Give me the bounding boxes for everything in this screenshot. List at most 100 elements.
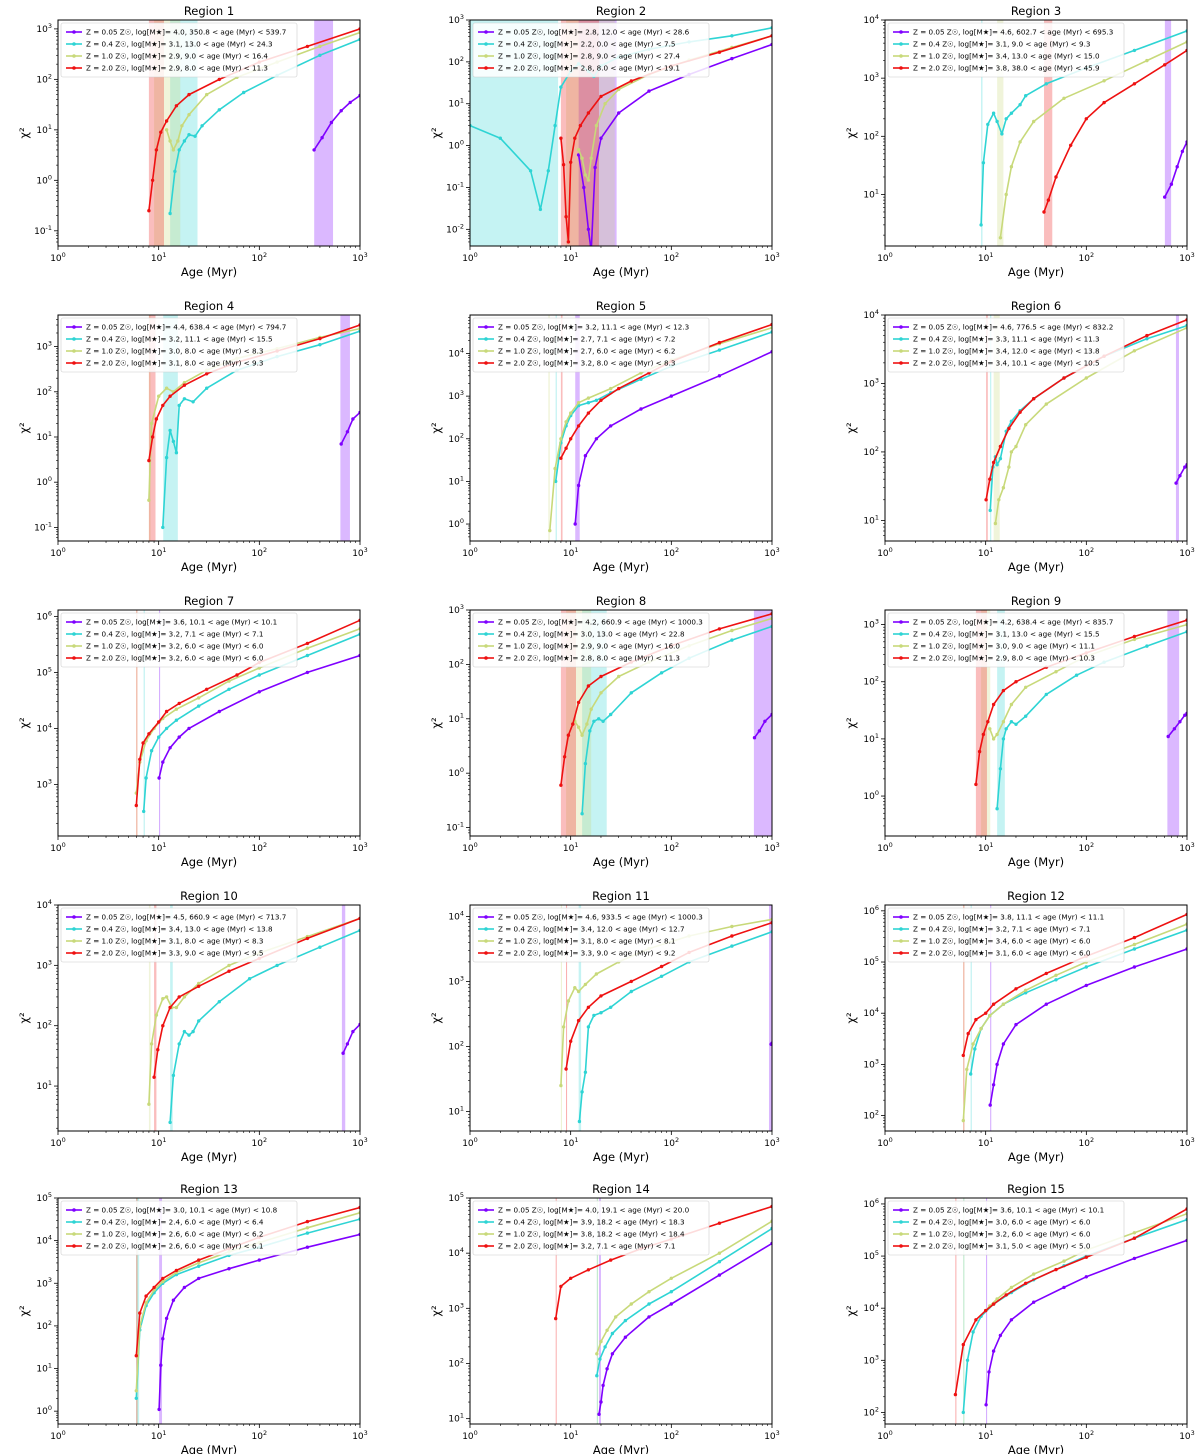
data-point <box>609 386 613 391</box>
data-point <box>1009 720 1014 724</box>
y-tick-label-base: 10 <box>448 1042 460 1052</box>
x-axis-label: Age (Myr) <box>1008 1443 1064 1454</box>
data-point <box>1009 702 1014 707</box>
data-point <box>594 123 599 128</box>
data-point <box>164 1316 169 1321</box>
legend-marker <box>484 42 488 46</box>
legend-marker <box>899 54 903 58</box>
data-point <box>588 729 592 733</box>
y-tick-label-base: 10 <box>863 16 875 26</box>
data-point <box>610 1331 615 1336</box>
y-tick-label-base: 10 <box>36 1322 48 1332</box>
legend-marker <box>484 620 488 624</box>
y-tick-label-exp: 2 <box>875 1405 879 1413</box>
y-axis-label: χ² <box>17 127 31 138</box>
data-point <box>1132 1236 1137 1240</box>
y-axis-label: χ² <box>429 1012 443 1023</box>
data-point <box>966 1031 970 1036</box>
legend-box <box>887 612 1125 668</box>
y-tick-label: 103 <box>36 340 52 353</box>
legend: Z = 0.05 Z☉, log[M★]= 2.8, 12.0 < age (M… <box>472 22 710 78</box>
legend-entry: Z = 1.0 Z☉, log[M★]= 2.8, 9.0 < age (Myr… <box>498 52 680 61</box>
legend-marker <box>484 915 488 919</box>
band-z0_4 <box>143 610 145 836</box>
y-tick-label-exp: 3 <box>48 958 52 966</box>
data-point <box>973 1047 977 1051</box>
y-tick-label-exp: 3 <box>460 13 464 21</box>
y-tick-label-exp: 3 <box>48 1276 52 1284</box>
y-tick-label: 102 <box>448 1039 464 1052</box>
legend-marker <box>72 1232 76 1236</box>
data-point <box>157 1407 161 1412</box>
legend-entry: Z = 2.0 Z☉, log[M★]= 3.3, 9.0 < age (Myr… <box>86 949 263 958</box>
legend-entry: Z = 1.0 Z☉, log[M★]= 3.0, 9.0 < age (Myr… <box>913 642 1095 651</box>
x-tick-label-base: 10 <box>978 254 990 264</box>
panel-title: Region 7 <box>184 594 234 608</box>
data-point <box>617 111 621 115</box>
data-point <box>995 1297 999 1301</box>
y-tick-label-base: 10 <box>448 977 460 987</box>
legend-entry: Z = 0.05 Z☉, log[M★]= 4.6, 933.5 < age (… <box>498 913 703 922</box>
x-tick-label-base: 10 <box>1079 254 1091 264</box>
data-point <box>995 807 999 811</box>
data-point <box>763 719 767 723</box>
data-point <box>647 1290 651 1294</box>
x-tick-label: 102 <box>252 1429 268 1442</box>
x-tick-label-exp: 1 <box>574 251 578 259</box>
data-point <box>197 696 201 700</box>
x-tick-label-exp: 3 <box>364 1136 368 1144</box>
data-point <box>1074 673 1079 677</box>
legend-marker <box>484 325 488 329</box>
data-point <box>971 1042 975 1046</box>
legend-entry: Z = 0.4 Z☉, log[M★]= 3.1, 13.0 < age (My… <box>913 630 1100 639</box>
data-point <box>227 1267 231 1271</box>
data-point <box>564 420 568 424</box>
y-tick-label-exp: 1 <box>48 1361 52 1369</box>
series-line-z0_4 <box>169 929 360 1123</box>
y-tick-label-base: 10 <box>863 678 875 688</box>
data-point <box>559 456 563 460</box>
data-point <box>984 498 988 502</box>
y-tick-label-exp: 3 <box>460 974 464 982</box>
legend-marker <box>72 30 76 34</box>
data-point <box>318 343 322 347</box>
y-tick-label: 101 <box>448 97 464 110</box>
legend-entry: Z = 0.05 Z☉, log[M★]= 4.5, 660.9 < age (… <box>86 913 286 922</box>
legend-marker <box>72 325 76 329</box>
data-point <box>305 646 310 650</box>
legend-entry: Z = 0.05 Z☉, log[M★]= 4.2, 638.4 < age (… <box>913 618 1113 627</box>
x-tick-label-exp: 3 <box>1191 1136 1195 1144</box>
y-tick-label-exp: 4 <box>875 1301 879 1309</box>
x-tick-label: 103 <box>1179 841 1195 854</box>
x-tick-label-exp: 3 <box>1191 251 1195 259</box>
data-point <box>586 684 591 688</box>
panel-title: Region 11 <box>592 889 650 903</box>
data-point <box>971 1330 975 1334</box>
y-tick-label-exp: -1 <box>46 224 52 232</box>
x-tick-label: 103 <box>1179 546 1195 559</box>
x-tick-label: 100 <box>877 546 893 559</box>
data-point <box>157 735 161 739</box>
legend-marker <box>899 915 903 919</box>
data-point <box>1132 965 1137 969</box>
data-point <box>969 1072 973 1076</box>
legend-marker <box>72 915 76 919</box>
data-point <box>730 638 734 642</box>
data-point <box>717 340 722 345</box>
x-axis-label: Age (Myr) <box>181 1150 237 1164</box>
data-point <box>1180 149 1185 154</box>
y-tick-label-base: 10 <box>863 1252 875 1262</box>
data-point <box>629 1302 633 1306</box>
data-point <box>217 709 221 714</box>
y-tick-label-base: 10 <box>448 606 460 616</box>
y-tick-label-exp: -1 <box>458 821 464 829</box>
data-point <box>586 396 591 400</box>
data-point <box>161 760 165 764</box>
x-tick-label-base: 10 <box>978 549 990 559</box>
data-point <box>197 984 201 988</box>
data-point <box>305 936 310 941</box>
y-tick-label-exp: 2 <box>875 445 879 453</box>
